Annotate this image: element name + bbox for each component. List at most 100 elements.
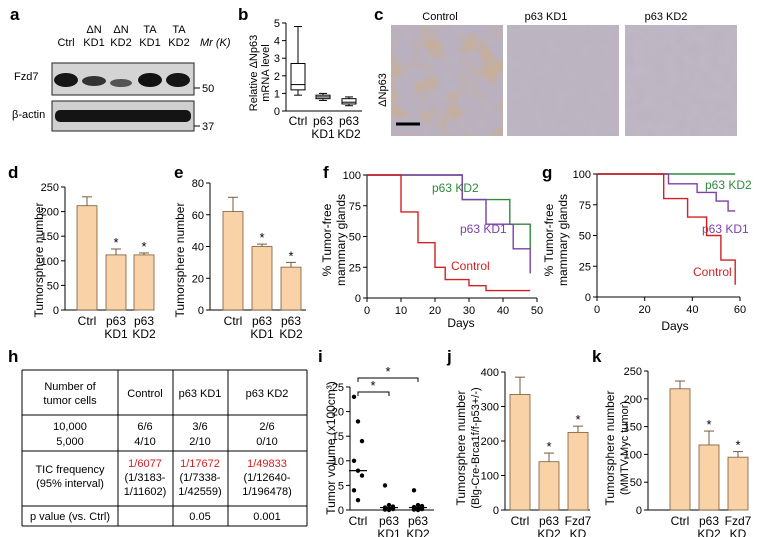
g-series-line: [597, 173, 736, 212]
d-bar: [76, 205, 98, 311]
tic-control-ci1: (1/3183-: [125, 472, 166, 484]
lane-label-1: Ctrl: [57, 37, 74, 49]
i-point: [355, 419, 361, 424]
lane-label-4b: KD1: [139, 37, 160, 49]
i-y-tick-label: 10: [332, 456, 344, 468]
panel-j-bar-chart: Tumorsphere number (Blg-Cre-Brca1f/f-p53…: [454, 367, 592, 537]
k-y-tick-label: 50: [630, 477, 642, 489]
j-x-label: KD2: [537, 527, 561, 537]
lane-label-3b: KD2: [110, 37, 131, 49]
i-y-tick-label: 25: [332, 382, 344, 394]
e-bar: [222, 211, 244, 311]
j-bar: [509, 394, 531, 511]
f-series-line: [367, 174, 531, 292]
b-y-tick-label: 5: [274, 18, 280, 30]
i-point: [359, 438, 365, 444]
d-y-tick-label: 0: [53, 305, 59, 317]
b-y-tick-label: 0: [274, 106, 280, 118]
i-y-tick-label: 5: [338, 480, 344, 492]
p-label: p value (vs. Ctrl): [30, 511, 110, 523]
i-sig-bracket-outer: [357, 377, 419, 382]
d-bar: [133, 254, 155, 311]
f-xlabel: Days: [447, 316, 474, 330]
k-sig-star: *: [706, 417, 711, 432]
j-y-tick-label: 300: [481, 402, 499, 414]
i-point: [355, 497, 361, 503]
panel-label-j: j: [446, 347, 452, 366]
g-ylabel-1: % Tumor-free: [542, 203, 556, 276]
g-label-control: Control: [693, 265, 732, 279]
i-point: [386, 502, 392, 508]
e-x-label: KD1: [250, 327, 274, 341]
g-y-tick-label: 50: [579, 231, 591, 243]
i-y-tick-label: 20: [332, 407, 344, 419]
k-ylabel-1: Tumorsphere number: [603, 391, 617, 506]
k-y-tick-label: 150: [624, 422, 642, 434]
i-x-label: KD1: [377, 527, 401, 537]
c-title-kd1: p63 KD1: [525, 11, 568, 23]
th-cells-2: tumor cells: [43, 395, 97, 407]
d-x-label: Ctrl: [78, 314, 97, 328]
tic-kd1-ci2: 1/42559): [178, 486, 221, 498]
f-x-tick-label: 20: [429, 305, 441, 317]
panel-h-table: Number of tumor cells Control p63 KD1 p6…: [21, 369, 308, 527]
td-r1-c2: 3/6: [192, 421, 207, 433]
k-x-label: Ctrl: [671, 514, 690, 528]
k-bar: [669, 388, 691, 511]
g-x-tick-label: 0: [594, 304, 600, 316]
j-y-tick-label: 200: [481, 436, 499, 448]
c-title-control: Control: [422, 11, 457, 23]
mr-label: Mr (K): [200, 37, 231, 49]
j-bar: [567, 431, 589, 511]
i-x-label: KD2: [406, 527, 430, 537]
f-label-kd1: p63 KD1: [460, 222, 507, 236]
i-point: [351, 488, 357, 493]
d-y-tick-label: 50: [47, 280, 59, 292]
f-x-tick-label: 10: [395, 305, 407, 317]
panel-d-bar-chart: Tumorsphere number 0 50 100 150 200 250 * * Ctrl…: [32, 182, 156, 341]
panel-c-histology: Control p63 KD1 p63 KD2 ΔNp63: [377, 11, 737, 136]
k-bar: [698, 444, 720, 511]
f-x-tick-label: 40: [497, 305, 509, 317]
j-sig-star: *: [575, 412, 580, 427]
th-cells-1: Number of: [44, 381, 96, 393]
g-series-line: [597, 173, 736, 285]
p-kd2: 0.001: [253, 511, 281, 523]
band-fzd7-5: [166, 73, 190, 87]
j-x-label: KD: [570, 527, 587, 537]
i-point: [351, 458, 357, 463]
i-point: [382, 507, 388, 512]
f-y-tick-label: 50: [349, 232, 361, 244]
i-x-label: p63: [379, 514, 399, 528]
band-actin: [55, 110, 191, 122]
e-y-tick-label: 0: [198, 305, 204, 317]
band-fzd7-2: [82, 76, 106, 86]
k-x-label: p63: [699, 514, 719, 528]
td-r2-c1: 4/10: [134, 436, 155, 448]
band-fzd7-3: [110, 79, 132, 87]
d-x-label: p63: [106, 314, 126, 328]
b-y-tick-label: 1: [274, 88, 280, 100]
g-y-tick-label: 25: [579, 261, 591, 273]
b-y-tick-label: 4: [274, 36, 280, 48]
k-x-label: Fzd7: [725, 514, 752, 528]
j-ylabel-1: Tumorsphere number: [454, 391, 468, 506]
g-x-tick-label: 60: [734, 304, 746, 316]
d-sig-star: *: [141, 239, 146, 254]
tic-kd2: 1/49833: [247, 458, 287, 470]
i-y-tick-label: 15: [332, 431, 344, 443]
marker-50: 50: [202, 83, 214, 95]
p-kd1: 0.05: [189, 511, 210, 523]
g-label-kd2: p63 KD2: [705, 178, 752, 192]
j-sig-star: *: [546, 439, 551, 454]
i-x-label: Ctrl: [349, 514, 368, 528]
d-y-tick-label: 100: [41, 256, 59, 268]
k-bar: [727, 456, 749, 511]
lane-label-5b: KD2: [168, 37, 189, 49]
td-r2-c2: 2/10: [189, 436, 210, 448]
b-box: [290, 62, 306, 91]
marker-37: 37: [202, 121, 214, 133]
b-ylabel-1: Relative ΔNp63: [248, 35, 260, 111]
